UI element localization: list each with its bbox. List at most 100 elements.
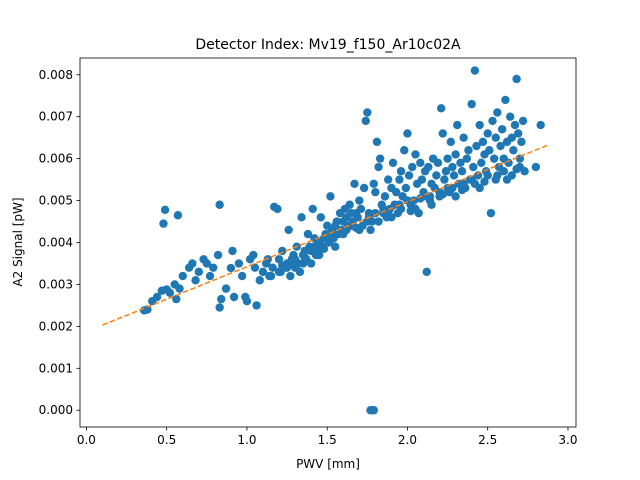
y-tick-label: 0.005: [39, 194, 73, 208]
data-point: [356, 204, 366, 214]
data-point: [331, 242, 340, 251]
data-point: [462, 154, 472, 163]
data-point: [433, 158, 443, 168]
data-point: [255, 276, 264, 285]
data-point: [438, 129, 447, 138]
data-point: [467, 99, 476, 109]
data-point: [329, 232, 338, 241]
data-point: [274, 267, 284, 277]
data-point: [383, 175, 393, 184]
data-point: [457, 167, 467, 176]
data-point: [263, 255, 273, 264]
data-point: [326, 192, 335, 201]
data-point: [472, 141, 481, 151]
data-point: [395, 175, 404, 184]
y-tick-label: 0.004: [39, 236, 73, 250]
data-point: [213, 250, 223, 260]
data-point: [228, 246, 237, 256]
data-point: [401, 183, 411, 193]
data-point: [316, 213, 325, 222]
data-point: [209, 263, 218, 272]
data-point: [258, 267, 268, 277]
data-point: [274, 255, 284, 264]
y-tick-label: 0.007: [39, 110, 73, 124]
y-tick-label: 0.008: [39, 68, 73, 82]
data-point: [375, 154, 385, 163]
data-point: [451, 150, 460, 159]
data-point: [483, 129, 492, 138]
data-point: [173, 211, 183, 220]
data-point: [505, 112, 515, 121]
x-tick-label: 1.5: [318, 433, 337, 447]
data-point: [295, 267, 305, 277]
x-axis-label: PWV [mm]: [296, 457, 360, 471]
data-point: [306, 259, 316, 268]
data-point: [152, 292, 162, 302]
data-point: [512, 74, 521, 84]
x-axis-ticks: 0.0 0.5 1.0 1.5 2.0 2.5 3.0: [77, 427, 578, 447]
data-point: [175, 284, 184, 293]
data-point: [278, 261, 287, 270]
x-tick-label: 1.0: [237, 433, 256, 447]
data-point: [396, 204, 406, 214]
data-point: [298, 259, 308, 268]
data-point: [404, 171, 414, 180]
data-point: [417, 175, 427, 184]
data-point: [453, 120, 462, 130]
data-point: [205, 271, 215, 281]
data-point: [475, 120, 484, 130]
data-point: [473, 171, 483, 180]
data-point: [226, 263, 236, 273]
data-point: [297, 213, 306, 222]
data-point: [469, 162, 478, 172]
data-point: [194, 267, 203, 277]
data-point: [284, 225, 293, 235]
data-point: [512, 164, 521, 174]
data-point: [517, 137, 526, 147]
data-point: [250, 263, 260, 272]
data-point: [501, 95, 510, 105]
data-point: [160, 205, 170, 214]
x-tick-label: 2.0: [398, 433, 417, 447]
data-point: [319, 244, 329, 253]
data-point: [477, 158, 486, 168]
data-point: [191, 276, 200, 285]
data-point: [266, 271, 276, 281]
data-point: [355, 196, 364, 205]
data-point: [493, 108, 502, 117]
data-point: [287, 259, 297, 268]
data-point: [351, 223, 361, 233]
x-tick-label: 0.0: [77, 433, 96, 447]
data-point: [438, 190, 447, 199]
data-point: [446, 137, 455, 147]
plot-area: [102, 66, 549, 415]
data-point: [416, 194, 425, 203]
data-point: [369, 406, 378, 415]
data-point: [252, 301, 261, 310]
data-point: [436, 104, 446, 113]
x-tick-label: 2.5: [478, 433, 497, 447]
data-point: [369, 179, 378, 188]
data-point: [314, 250, 324, 260]
data-point: [470, 179, 480, 188]
data-point: [480, 177, 489, 186]
data-point: [432, 171, 441, 180]
data-point: [202, 259, 212, 268]
data-point: [488, 116, 497, 126]
data-point: [459, 179, 468, 188]
data-point: [502, 175, 512, 184]
data-point: [486, 208, 496, 218]
data-point: [483, 171, 492, 180]
data-point: [345, 200, 354, 209]
data-point: [350, 179, 359, 188]
data-point: [489, 154, 499, 163]
data-point: [374, 162, 383, 172]
data-point: [380, 192, 390, 201]
data-point: [268, 263, 277, 272]
fit-line-layer: [102, 144, 549, 326]
data-point: [448, 162, 457, 172]
data-point: [242, 297, 252, 306]
data-point: [425, 196, 435, 205]
y-tick-label: 0.003: [39, 277, 73, 291]
data-point: [403, 129, 412, 138]
